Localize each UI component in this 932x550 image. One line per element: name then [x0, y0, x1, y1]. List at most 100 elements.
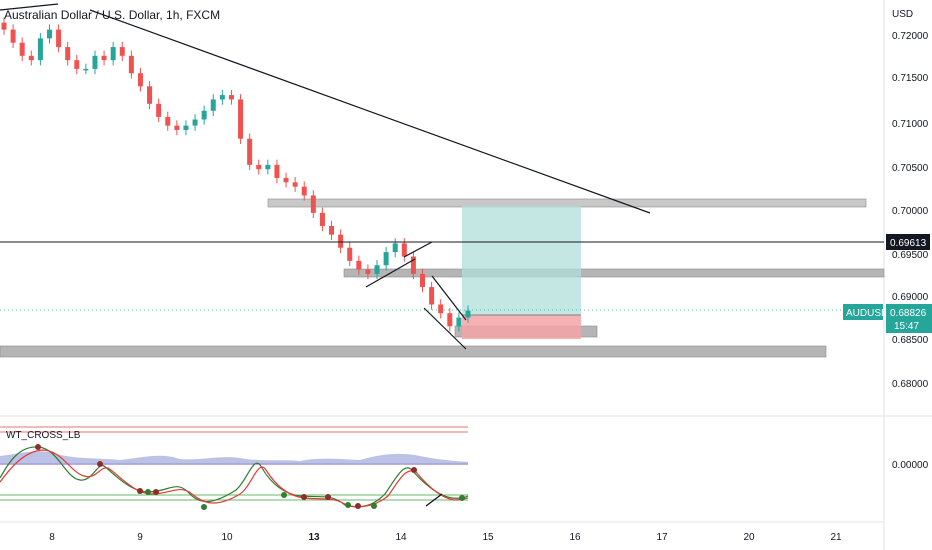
- candle-body: [110, 47, 116, 61]
- wt-cross-dot: [137, 488, 143, 494]
- candle-body: [228, 95, 234, 100]
- time-tick: 10: [221, 532, 233, 543]
- time-tick: 15: [482, 532, 494, 543]
- mid-zone: [343, 268, 885, 278]
- wt-cross-dot: [35, 444, 41, 450]
- candle-body: [28, 55, 34, 61]
- currency-label: USD: [892, 9, 914, 20]
- candle-body: [247, 138, 253, 165]
- wt-histogram: [0, 451, 468, 464]
- candle-body: [147, 86, 153, 104]
- price-axis[interactable]: 0.72000 0.71500 0.71000 0.70500 0.70000 …: [892, 31, 929, 471]
- candle-body: [192, 119, 198, 126]
- wt-cross-dot: [97, 461, 103, 467]
- divergence-line: [425, 493, 443, 507]
- price-tick: 0.69000: [892, 292, 929, 303]
- candle-body: [128, 55, 134, 74]
- wt-cross-dot: [145, 489, 151, 495]
- candle-body: [37, 38, 43, 61]
- candle-body: [183, 125, 189, 130]
- candle-body: [19, 42, 25, 56]
- candle-body: [210, 99, 216, 111]
- candle-body: [74, 60, 80, 69]
- candle-body: [56, 29, 62, 48]
- price-tick: 0.71500: [892, 73, 929, 84]
- indicator-title[interactable]: WT_CROSS_LB: [6, 430, 81, 441]
- trendline-short-1: [0, 3, 59, 11]
- candle-body: [374, 265, 380, 274]
- trendline-descending[interactable]: [89, 9, 651, 214]
- wt-cross-dot: [153, 489, 159, 495]
- candle-body: [156, 103, 162, 117]
- wt-line-green: [0, 446, 469, 508]
- price-tick: 0.70000: [892, 206, 929, 217]
- price-tick: 0.68000: [892, 379, 929, 390]
- price-tick: 0.68500: [892, 335, 929, 346]
- candle-body: [274, 164, 280, 178]
- candle-body: [410, 256, 416, 274]
- candle-body: [256, 164, 262, 170]
- time-tick: 14: [395, 532, 407, 543]
- hline-price-badge: [886, 234, 930, 250]
- wt-cross-dot: [301, 494, 307, 500]
- time-tick: 21: [830, 532, 842, 543]
- stop-zone[interactable]: [462, 315, 581, 339]
- price-tick: 0.72000: [892, 31, 929, 42]
- candle-body: [165, 116, 171, 126]
- candle-body: [329, 225, 335, 235]
- last-price-label: 0.68826: [890, 308, 927, 319]
- candle-body: [383, 252, 389, 266]
- time-tick: 8: [49, 532, 55, 543]
- trendline-flag-bottom[interactable]: [365, 258, 416, 288]
- time-tick-bold: 13: [308, 532, 320, 543]
- wt-cross-dot: [201, 504, 207, 510]
- candle-body: [447, 313, 453, 327]
- trendline-channel-bottom[interactable]: [423, 307, 467, 350]
- wt-cross-dot: [355, 503, 361, 509]
- resistance-zone: [267, 198, 867, 208]
- wt-cross-dots: [35, 444, 465, 510]
- candle-body: [301, 186, 307, 196]
- candle-body: [283, 177, 289, 183]
- time-axis[interactable]: 8 9 10 13 14 15 16 17 20 21: [49, 532, 842, 543]
- target-zone[interactable]: [462, 206, 581, 315]
- candle-countdown: 15:47: [894, 321, 919, 332]
- candle-body: [10, 29, 16, 43]
- candle-body: [174, 125, 180, 130]
- candle-body: [92, 55, 98, 69]
- candle-body: [420, 273, 426, 288]
- time-tick: 16: [569, 532, 581, 543]
- price-tick: 0.70500: [892, 163, 929, 174]
- candle-body: [456, 317, 462, 327]
- wt-cross-dot: [325, 494, 331, 500]
- candle-body: [338, 234, 344, 248]
- candle-body: [356, 260, 362, 270]
- time-tick: 9: [137, 532, 143, 543]
- candle-body: [310, 195, 316, 213]
- candle-body: [238, 99, 244, 139]
- wt-cross-dot: [459, 495, 465, 501]
- last-price-badge: [886, 304, 932, 333]
- candle-body: [83, 68, 89, 71]
- candle-body: [101, 55, 107, 61]
- support-zone: [0, 345, 827, 358]
- candle-body: [119, 47, 125, 56]
- symbol-label: AUDUSD: [846, 308, 888, 319]
- oscillator-zero-tick: 0.00000: [892, 460, 929, 471]
- price-tick: 0.69500: [892, 250, 929, 261]
- symbol-badge: [843, 304, 883, 320]
- trendline-flag-top[interactable]: [403, 241, 433, 258]
- candle-body: [137, 73, 143, 87]
- candle-body: [65, 47, 71, 61]
- candle-body: [319, 212, 325, 226]
- chart-title[interactable]: Australian Dollar / U.S. Dollar, 1h, FXC…: [4, 8, 221, 22]
- oscillator-pane[interactable]: [0, 426, 469, 510]
- candle-body: [1, 22, 7, 30]
- candle-body: [365, 269, 371, 274]
- wt-cross-dot: [345, 502, 351, 508]
- candle-body: [219, 95, 225, 100]
- candle-body: [438, 304, 444, 314]
- trendline-channel-top[interactable]: [431, 275, 467, 321]
- candle-body: [429, 287, 435, 305]
